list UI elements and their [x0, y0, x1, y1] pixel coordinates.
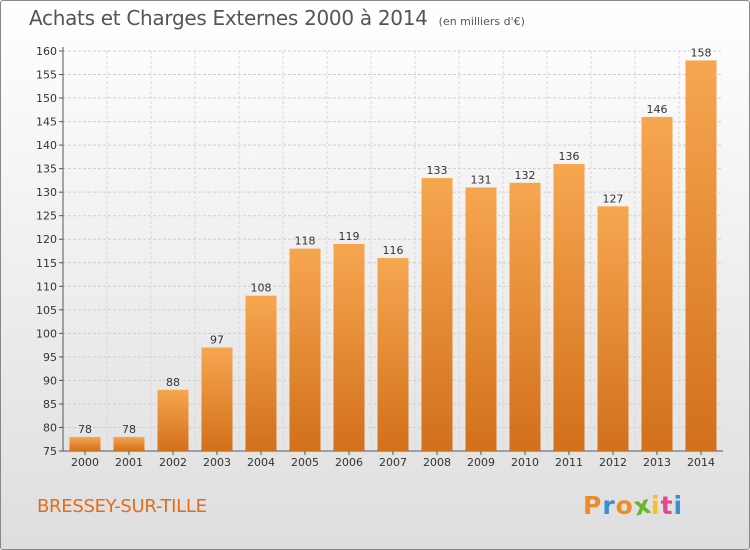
x-tick-label: 2000 [71, 456, 99, 469]
data-label: 116 [383, 244, 404, 257]
data-label: 97 [210, 333, 224, 346]
y-tick-label: 80 [43, 421, 57, 434]
bar-2008 [421, 178, 453, 451]
x-tick-label: 2007 [379, 456, 407, 469]
y-tick-label: 140 [36, 139, 57, 152]
data-label: 119 [339, 230, 360, 243]
x-tick-label: 2010 [511, 456, 539, 469]
logo-letter: i [651, 491, 661, 520]
x-tick-label: 2006 [335, 456, 363, 469]
data-label: 88 [166, 376, 180, 389]
logo-letter: i [673, 491, 684, 520]
x-tick-label: 2011 [555, 456, 583, 469]
y-tick-label: 115 [36, 257, 57, 270]
data-label: 78 [78, 423, 92, 436]
y-tick-label: 120 [36, 233, 57, 246]
bars [69, 60, 717, 452]
x-tick-label: 2009 [467, 456, 495, 469]
data-label: 108 [251, 282, 272, 295]
town-name: BRESSEY-SUR-TILLE [37, 496, 207, 517]
bar-2004 [245, 295, 277, 451]
x-tick-label: 2013 [643, 456, 671, 469]
x-tick-label: 2003 [203, 456, 231, 469]
bar-2014 [685, 60, 717, 451]
bar-2010 [509, 182, 541, 451]
y-tick-label: 95 [43, 351, 57, 364]
data-label: 136 [559, 150, 580, 163]
data-label: 146 [647, 103, 668, 116]
x-tick-label: 2004 [247, 456, 275, 469]
bar-2000 [69, 436, 101, 451]
y-tick-label: 155 [36, 69, 57, 82]
x-tick-label: 2005 [291, 456, 319, 469]
x-tick-label: 2008 [423, 456, 451, 469]
data-label: 158 [691, 46, 712, 59]
data-label: 132 [515, 169, 536, 182]
bar-2013 [641, 116, 673, 451]
y-tick-label: 135 [36, 163, 57, 176]
data-label: 118 [295, 235, 316, 248]
title-row: Achats et Charges Externes 2000 à 2014 (… [29, 6, 525, 30]
x-tick-label: 2001 [115, 456, 143, 469]
logo-letter: P [583, 491, 603, 520]
data-label: 133 [427, 164, 448, 177]
proxiti-logo: Proxiti [583, 490, 684, 522]
x-tick-label: 2012 [599, 456, 627, 469]
axes: 75 80 85 90 95 100 105 110 115 120 125 130 135 140 145… [36, 45, 723, 469]
chart-title: Achats et Charges Externes 2000 à 2014 [29, 6, 428, 30]
y-tick-label: 90 [43, 374, 57, 387]
y-tick-label: 110 [36, 280, 57, 293]
data-label: 127 [603, 192, 624, 205]
y-tick-label: 105 [36, 304, 57, 317]
bar-2011 [553, 163, 585, 452]
data-label: 78 [122, 423, 136, 436]
y-tick-label: 100 [36, 327, 57, 340]
bar-2003 [201, 347, 233, 451]
y-tick-label: 130 [36, 186, 57, 199]
logo-letter: t [660, 491, 674, 520]
bar-2007 [377, 258, 409, 451]
chart-subtitle: (en milliers d'€) [438, 15, 525, 28]
data-labels: 78 78 88 97 108 118 119 116 133 131 132 136 127 146 15… [78, 46, 712, 435]
y-tick-label: 145 [36, 116, 57, 129]
bar-2005 [289, 248, 321, 451]
logo-letter: o [615, 491, 634, 520]
bar-2009 [465, 187, 497, 451]
y-tick-label: 75 [43, 445, 57, 458]
logo-letter: r [602, 491, 616, 520]
data-label: 131 [471, 173, 492, 186]
y-tick-label: 160 [36, 45, 57, 58]
bar-2012 [597, 206, 629, 451]
bar-2002 [157, 389, 189, 451]
x-tick-label: 2002 [159, 456, 187, 469]
y-tick-label: 125 [36, 210, 57, 223]
x-tick-label: 2014 [687, 456, 715, 469]
y-tick-label: 85 [43, 398, 57, 411]
bar-2001 [113, 436, 145, 451]
y-tick-label: 150 [36, 92, 57, 105]
bar-2006 [333, 243, 365, 451]
